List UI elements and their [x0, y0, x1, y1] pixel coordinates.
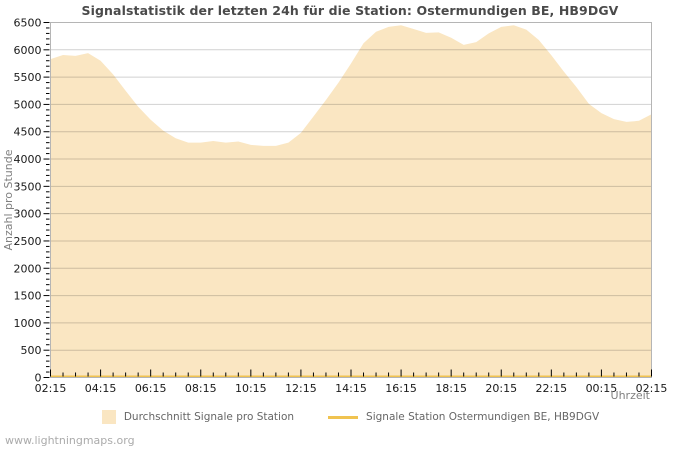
watermark-link[interactable]: www.lightningmaps.org [5, 434, 135, 447]
svg-text:6000: 6000 [14, 44, 42, 57]
svg-text:5500: 5500 [14, 71, 42, 84]
svg-text:02:15: 02:15 [35, 382, 67, 395]
svg-text:06:15: 06:15 [135, 382, 167, 395]
svg-text:2000: 2000 [14, 262, 42, 275]
plot-border-layer [50, 22, 652, 378]
svg-text:2500: 2500 [14, 235, 42, 248]
svg-text:5000: 5000 [14, 98, 42, 111]
svg-text:10:15: 10:15 [235, 382, 267, 395]
svg-text:16:15: 16:15 [385, 382, 417, 395]
svg-text:1000: 1000 [14, 317, 42, 330]
y-tick-labels-layer: 0 500 1000 1500 2000 2500 3000 3500 4000 4500 5000… [14, 17, 42, 385]
legend-item-average: Durchschnitt Signale pro Station [101, 410, 295, 424]
svg-text:04:15: 04:15 [85, 382, 117, 395]
y-axis-label: Anzahl pro Stunde [2, 149, 15, 251]
legend: Durchschnitt Signale pro Station Signale… [50, 410, 651, 424]
area-series-layer [50, 25, 652, 378]
svg-text:22:15: 22:15 [535, 382, 567, 395]
area-series-swatch [101, 410, 116, 424]
chart-title: Signalstatistik der letzten 24h für die … [81, 3, 619, 18]
svg-text:00:15: 00:15 [586, 382, 618, 395]
axis-ticks-layer [43, 22, 652, 378]
svg-text:6500: 6500 [14, 17, 42, 30]
gridlines-layer [50, 49, 652, 351]
svg-text:500: 500 [21, 344, 42, 357]
legend-label-average: Durchschnitt Signale pro Station [123, 411, 295, 423]
legend-item-station: Signale Station Ostermundigen BE, HB9DGV [328, 411, 599, 423]
svg-text:20:15: 20:15 [485, 382, 517, 395]
svg-text:3500: 3500 [14, 180, 42, 193]
svg-text:1500: 1500 [14, 290, 42, 303]
x-tick-labels-layer: 02:15 04:15 06:15 08:15 10:15 12:15 14:15 16:15… [35, 382, 668, 395]
svg-text:4000: 4000 [14, 153, 42, 166]
svg-text:08:15: 08:15 [185, 382, 217, 395]
svg-text:4500: 4500 [14, 126, 42, 139]
svg-text:14:15: 14:15 [335, 382, 367, 395]
svg-text:02:15: 02:15 [636, 382, 668, 395]
legend-label-station: Signale Station Ostermundigen BE, HB9DGV [366, 411, 600, 423]
svg-text:12:15: 12:15 [285, 382, 317, 395]
svg-text:0: 0 [35, 372, 42, 385]
svg-text:3000: 3000 [14, 208, 42, 221]
x-axis-label: Uhrzeit [610, 389, 650, 402]
line-series-swatch [328, 415, 359, 419]
svg-text:18:15: 18:15 [435, 382, 467, 395]
